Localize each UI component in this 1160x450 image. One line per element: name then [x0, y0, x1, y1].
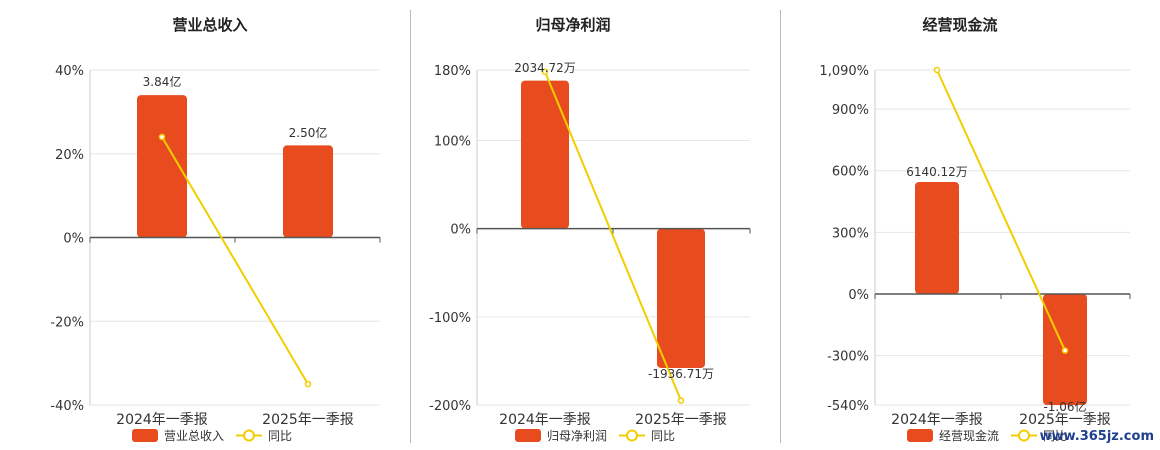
y-tick-label: -200%: [429, 399, 471, 414]
data-label: 3.84亿: [143, 74, 182, 89]
chart-panel-3: 经营现金流 1,090% 900% 600% 300% 0% -300% -540% 6140.…: [819, 16, 1131, 443]
x-tick-label: 2024年一季报: [499, 412, 591, 428]
x-tick-label: 2025年一季报: [262, 412, 354, 428]
chart-title: 营业总收入: [172, 16, 247, 34]
yoy-point: [1061, 347, 1069, 354]
y-tick-label: -20%: [50, 315, 84, 330]
x-tick-label: 2025年一季报: [1019, 412, 1111, 428]
chart-title: 归母净利润: [535, 16, 610, 34]
legend-line-label: 同比: [268, 429, 292, 443]
chart-panel-2: 归母净利润 180% 100% 0% -100% -200% 2034.72万 -1936.7…: [429, 16, 751, 443]
yoy-point: [677, 397, 685, 404]
legend-line-marker: [1018, 429, 1030, 442]
data-label: 2.50亿: [289, 125, 328, 140]
y-tick-label: 20%: [55, 148, 84, 163]
legend-bar-swatch: [515, 429, 541, 442]
y-tick-label: 180%: [434, 64, 471, 79]
y-tick-label: 600%: [832, 165, 869, 180]
chart-panel-1: 营业总收入 40% 20% 0% -20% -40% 3.84亿 2.50亿 2024年一季报 2…: [50, 16, 381, 443]
x-tick-label: 2025年一季报: [635, 412, 727, 428]
yoy-line: [936, 69, 1066, 351]
bar: [137, 95, 187, 238]
data-label: 2034.72万: [514, 61, 576, 75]
yoy-line: [161, 136, 309, 385]
legend-bar-swatch: [132, 429, 158, 442]
y-tick-label: 0%: [63, 232, 84, 247]
y-tick-label: 300%: [832, 226, 869, 241]
y-tick-label: 100%: [434, 135, 471, 150]
yoy-point: [304, 380, 312, 388]
bar: [521, 80, 569, 229]
legend-bar-label: 归母净利润: [547, 429, 607, 443]
y-tick-label: -100%: [429, 311, 471, 326]
yoy-point: [158, 133, 166, 141]
y-tick-label: 0%: [848, 288, 869, 303]
legend-bar-label: 营业总收入: [164, 429, 224, 443]
bar: [657, 228, 705, 368]
y-tick-label: 1,090%: [819, 64, 869, 79]
watermark-text: www.365jz.com: [1040, 429, 1154, 444]
bar: [915, 182, 959, 295]
legend-line-marker: [626, 429, 638, 442]
yoy-point: [541, 68, 549, 76]
legend-line-label: 同比: [651, 429, 675, 443]
yoy-point: [933, 66, 941, 74]
y-tick-label: 0%: [450, 223, 471, 238]
bar: [283, 145, 333, 238]
chart-title: 经营现金流: [922, 16, 997, 34]
legend-line-marker: [243, 429, 255, 442]
legend-bar-label: 经营现金流: [939, 428, 999, 443]
legend-line-label: 同比: [1043, 429, 1067, 443]
legend-bar-swatch: [907, 429, 933, 442]
yoy-line: [544, 71, 682, 401]
y-tick-label: -40%: [50, 399, 84, 414]
y-tick-label: -540%: [827, 399, 869, 414]
data-label: -1936.71万: [648, 367, 714, 381]
data-label: 6140.12万: [906, 165, 968, 179]
data-label: -1.06亿: [1043, 399, 1086, 414]
x-tick-label: 2024年一季报: [891, 412, 983, 428]
x-tick-label: 2024年一季报: [116, 412, 208, 428]
y-tick-label: -300%: [827, 350, 869, 365]
y-tick-label: 900%: [832, 103, 869, 118]
y-tick-label: 40%: [55, 64, 84, 79]
